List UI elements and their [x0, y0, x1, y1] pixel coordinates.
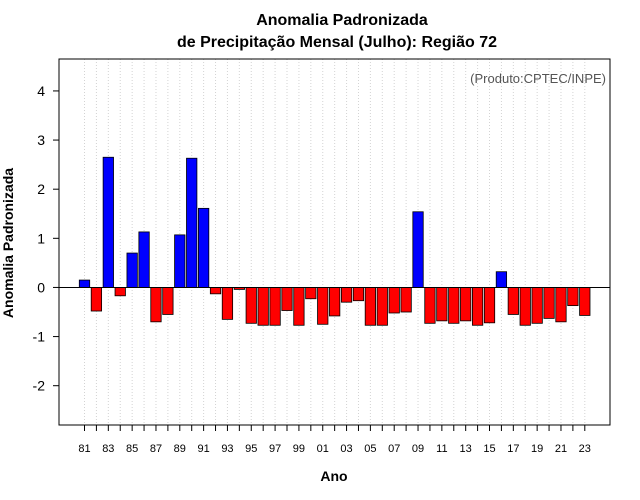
bar-87: [150, 287, 162, 323]
bar-01: [317, 287, 329, 325]
bar-89: [174, 234, 186, 288]
bar-14: [471, 287, 484, 326]
y-tick-label: -2: [33, 378, 46, 394]
x-tick-label: 01: [317, 443, 329, 455]
x-tick-label: 81: [78, 443, 90, 455]
chart-title-line2: de Precipitação Mensal (Julho): Região 7…: [177, 34, 497, 51]
vertical-grid: [84, 59, 586, 425]
y-tick-label: 0: [37, 279, 45, 295]
x-tick-label: 95: [245, 443, 257, 455]
y-tick-label: -1: [33, 329, 46, 345]
x-tick-label: 21: [555, 443, 567, 455]
bar-81: [78, 279, 91, 288]
x-tick-label: 99: [293, 443, 305, 455]
bar-92: [209, 287, 222, 295]
bar-20: [543, 287, 555, 319]
y-tick-label: 2: [37, 181, 45, 197]
y-tick-label: 4: [37, 83, 45, 99]
bar-16: [495, 271, 508, 288]
bar-04: [352, 287, 365, 302]
bar-03: [340, 287, 353, 303]
bar-19: [531, 287, 543, 324]
y-tick-label: 1: [37, 230, 45, 246]
y-axis-title: Anomalia Padronizada: [0, 168, 16, 318]
bar-84: [114, 287, 126, 297]
x-tick-label: 19: [531, 443, 543, 455]
bar-82: [90, 287, 103, 312]
bar-21: [555, 287, 567, 323]
bar-93: [221, 287, 234, 320]
x-tick-label: 89: [174, 443, 186, 455]
x-tick-label: 87: [150, 443, 162, 455]
x-tick-label: 85: [126, 443, 138, 455]
bar-18: [519, 287, 531, 326]
bar-99: [293, 287, 305, 326]
y-tick-label: 3: [37, 132, 45, 148]
bar-22: [567, 287, 579, 307]
x-tick-label: 09: [412, 443, 424, 455]
y-axis: -2 -1 0 1 2 3 4: [33, 83, 59, 394]
x-tick-label: 03: [340, 443, 352, 455]
x-tick-label: 97: [269, 443, 281, 455]
x-tick-label: 17: [507, 443, 519, 455]
bar-00: [305, 287, 317, 300]
bar-12: [448, 287, 460, 324]
bar-09: [412, 211, 424, 288]
bar-02: [329, 287, 341, 317]
bar-88: [162, 287, 174, 315]
bar-85: [126, 252, 138, 288]
bar-91: [198, 207, 210, 288]
x-tick-label: 13: [460, 443, 472, 455]
bar-11: [436, 287, 448, 322]
x-tick-label: 11: [436, 443, 447, 455]
bar-98: [281, 287, 293, 311]
bar-08: [400, 287, 412, 313]
x-tick-label: 23: [579, 443, 591, 455]
bar-95: [245, 287, 257, 324]
bar-83: [102, 156, 114, 288]
bar-97: [269, 287, 281, 326]
x-tick-label: 07: [388, 443, 400, 455]
x-tick-label: 15: [483, 443, 495, 455]
bar-23: [579, 287, 591, 316]
x-tick-label: 91: [197, 443, 209, 455]
x-tick-label: 83: [102, 443, 114, 455]
x-axis-title: Ano: [320, 468, 347, 484]
bar-17: [507, 287, 519, 315]
bar-05: [364, 287, 376, 326]
bar-90: [186, 157, 198, 288]
bar-86: [138, 231, 150, 288]
x-tick-label: 05: [364, 443, 376, 455]
bar-15: [483, 287, 496, 324]
credit-label: (Produto:CPTEC/INPE): [470, 71, 606, 86]
bar-13: [460, 287, 472, 322]
bars: [78, 156, 591, 326]
bar-96: [257, 287, 269, 326]
x-tick-label: 93: [221, 443, 233, 455]
chart-title-line1: Anomalia Padronizada: [256, 12, 428, 29]
bar-06: [376, 287, 388, 326]
bar-10: [424, 287, 436, 324]
bar-07: [388, 287, 400, 314]
x-axis: 81 83 85 87 89 91 93 95 97 99 01 03 05 07 09 11 13 15 17 19…: [78, 425, 591, 455]
